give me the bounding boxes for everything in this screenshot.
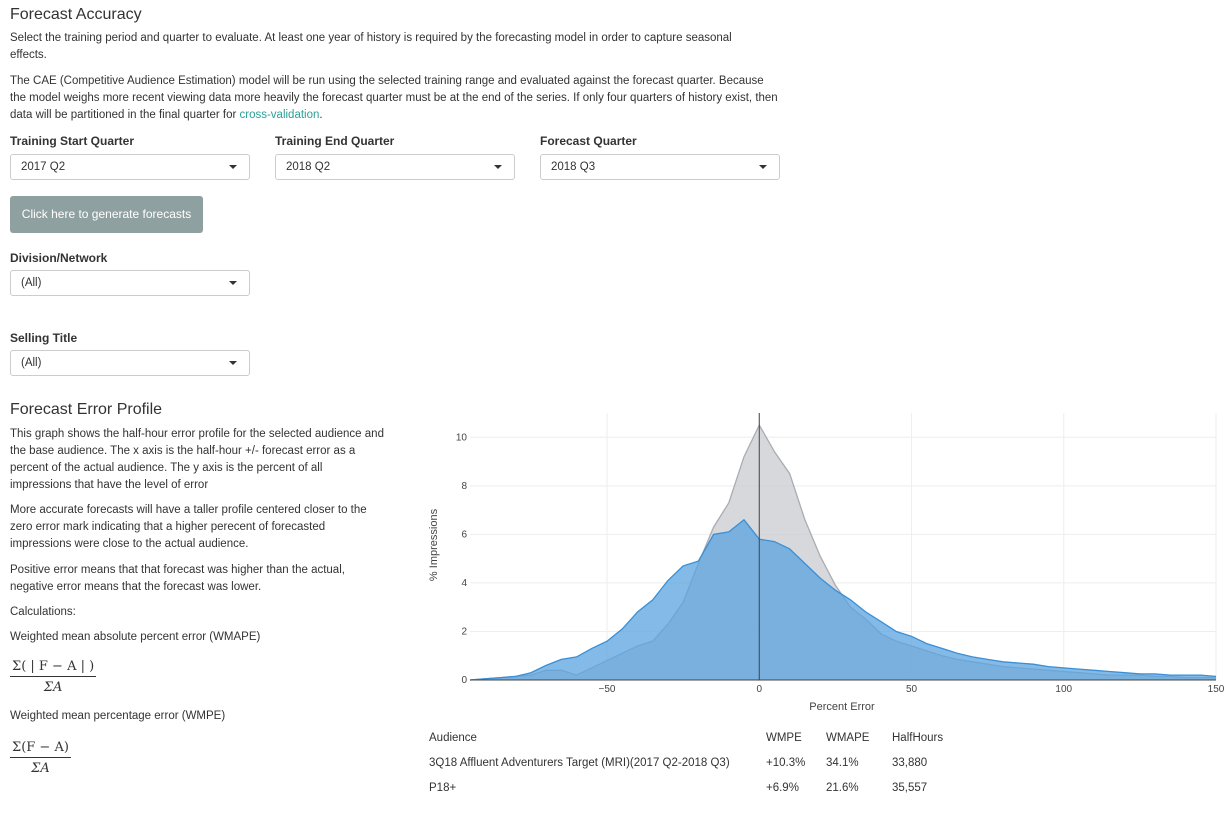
x-tick-label: 50	[906, 684, 918, 695]
wmape-denominator: ΣA	[43, 680, 63, 695]
error-profile-title: Forecast Error Profile	[10, 401, 163, 418]
table-header-row: Audience WMPE WMAPE HalfHours	[429, 725, 972, 750]
table-cell-halfhours: 35,557	[892, 781, 928, 794]
forecast-quarter-select[interactable]: 2018 Q3	[540, 154, 780, 180]
y-tick-label: 10	[456, 432, 468, 443]
selling-title-select[interactable]: (All)	[10, 350, 250, 376]
chart-gridlines	[470, 413, 1217, 681]
table-cell-wmpe: +6.9%	[766, 781, 799, 794]
table-cell-halfhours: 33,880	[892, 756, 928, 769]
wmape-formula: Σ( | F − A | ) ΣA	[10, 659, 97, 695]
chevron-down-icon	[229, 165, 237, 169]
x-tick-label: −50	[599, 684, 616, 695]
y-tick-label: 8	[461, 481, 467, 492]
x-tick-label: 100	[1055, 684, 1072, 695]
training-end-label: Training End Quarter	[275, 134, 395, 148]
table-header-halfhours: HalfHours	[892, 731, 944, 744]
wmpe-formula: Σ(F − A) ΣA	[10, 740, 71, 776]
chart-y-axis-label: % Impressions	[428, 508, 440, 581]
generate-forecasts-button[interactable]: Click here to generate forecasts	[10, 196, 203, 233]
training-end-value: 2018 Q2	[286, 161, 331, 173]
table-header-wmpe: WMPE	[766, 731, 802, 744]
table-cell-wmpe: +10.3%	[766, 756, 806, 769]
wmape-label: Weighted mean absolute percent error (WM…	[10, 631, 261, 643]
chart-x-axis-label: Percent Error	[809, 701, 875, 713]
cross-validation-link[interactable]: cross-validation	[239, 109, 320, 121]
wmpe-label: Weighted mean percentage error (WMPE)	[10, 710, 226, 722]
wmpe-numerator: Σ(F − A)	[10, 740, 71, 758]
y-tick-label: 4	[461, 578, 467, 589]
series-area-1	[470, 519, 1216, 680]
page-title: Forecast Accuracy	[10, 6, 142, 23]
table-cell-wmape: 21.6%	[826, 781, 859, 794]
intro-paragraph-1: Select the training period and quarter t…	[10, 32, 732, 61]
selling-title-value: (All)	[21, 357, 42, 369]
chart-areas	[469, 423, 1217, 681]
x-tick-label: 150	[1208, 684, 1225, 695]
x-tick-label: 0	[756, 684, 762, 695]
error-profile-paragraph-1: This graph shows the half-hour error pro…	[10, 428, 384, 491]
series-line-1	[469, 518, 1217, 681]
table-row: 3Q18 Affluent Adventurers Target (MRI)(2…	[429, 750, 972, 775]
y-tick-label: 2	[461, 626, 467, 637]
forecast-quarter-value: 2018 Q3	[551, 161, 596, 173]
table-row: P18+ +6.9% 21.6% 35,557	[429, 775, 972, 800]
table-cell-audience: P18+	[429, 781, 457, 794]
chevron-down-icon	[494, 165, 502, 169]
training-end-select[interactable]: 2018 Q2	[275, 154, 515, 180]
error-profile-chart: 0 2 4 6 8 10 −50 0 50 100 150 Percent Error % Impr…	[428, 413, 1225, 713]
table-header-wmape: WMAPE	[826, 731, 870, 744]
intro-paragraph-2-end: .	[319, 109, 323, 121]
training-start-select[interactable]: 2017 Q2	[10, 154, 250, 180]
wmpe-denominator: ΣA	[31, 761, 50, 776]
accuracy-summary-table: Audience WMPE WMAPE HalfHours 3Q18 Afflu…	[429, 725, 972, 800]
error-profile-paragraph-3: Positive error means that that forecast …	[10, 564, 345, 593]
intro-paragraph-2: The CAE (Competitive Audience Estimation…	[10, 73, 782, 124]
chevron-down-icon	[759, 165, 767, 169]
table-cell-audience: 3Q18 Affluent Adventurers Target (MRI)(2…	[429, 756, 730, 769]
chart-axes: 0 2 4 6 8 10 −50 0 50 100 150	[456, 413, 1225, 695]
division-network-select[interactable]: (All)	[10, 270, 250, 296]
training-start-label: Training Start Quarter	[10, 134, 135, 148]
y-tick-label: 6	[461, 529, 467, 540]
division-network-value: (All)	[21, 277, 42, 289]
selling-title-label: Selling Title	[10, 331, 78, 345]
calculations-label: Calculations:	[10, 606, 76, 618]
table-cell-wmape: 34.1%	[826, 756, 859, 769]
error-profile-paragraph-2: More accurate forecasts will have a tall…	[10, 504, 367, 550]
training-start-value: 2017 Q2	[21, 161, 66, 173]
y-tick-label: 0	[461, 675, 467, 686]
chevron-down-icon	[229, 281, 237, 285]
chevron-down-icon	[229, 361, 237, 365]
intro-paragraph-2-text: The CAE (Competitive Audience Estimation…	[10, 75, 778, 121]
division-network-label: Division/Network	[10, 251, 108, 265]
table-header-audience: Audience	[429, 731, 477, 744]
wmape-numerator: Σ( | F − A | )	[10, 659, 97, 677]
forecast-quarter-label: Forecast Quarter	[540, 134, 637, 148]
